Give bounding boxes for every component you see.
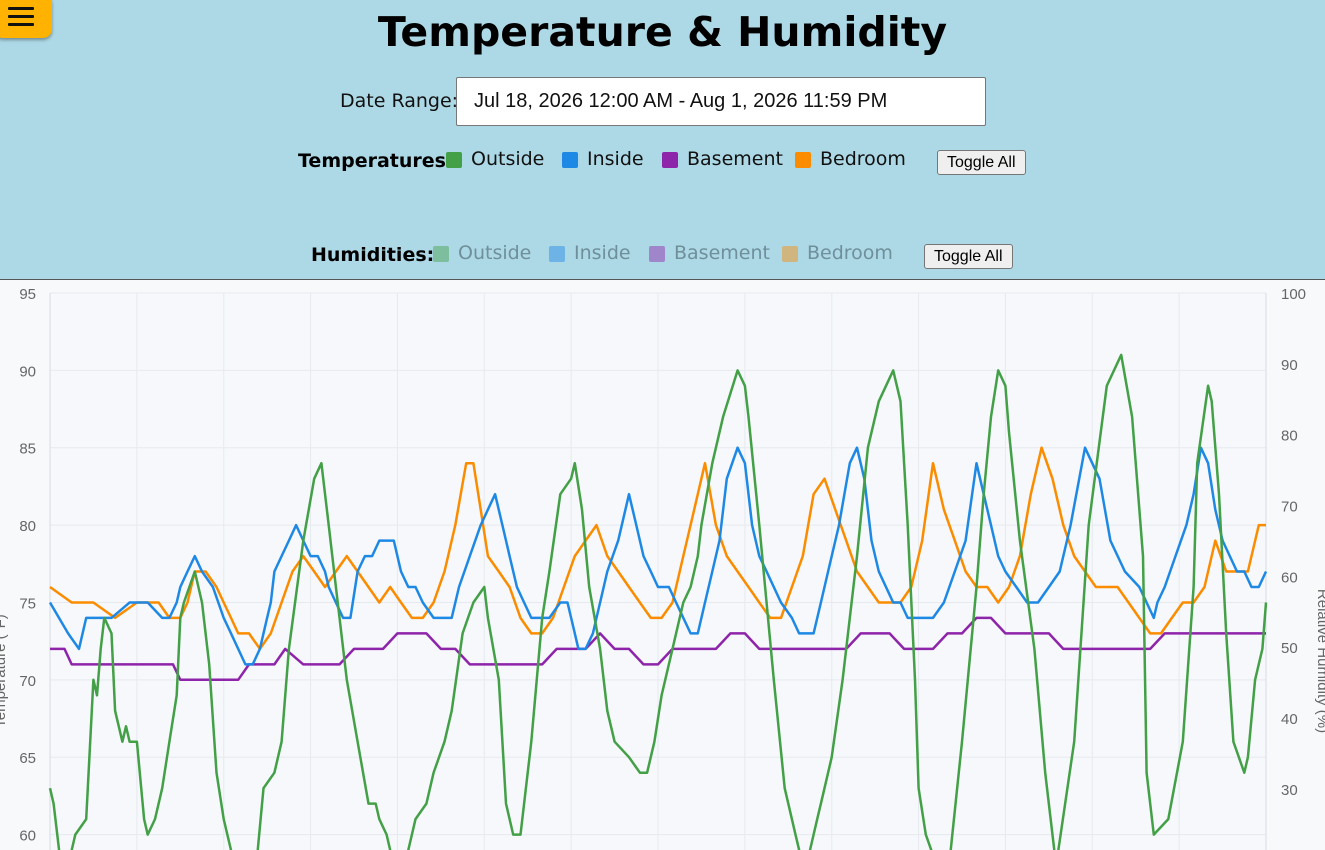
page-title: Temperature & Humidity <box>377 8 948 56</box>
menu-button[interactable] <box>0 0 52 38</box>
legend-label: Bedroom <box>807 242 893 264</box>
y-tick-label: 90 <box>19 363 36 380</box>
temperatures-label: Temperatures: <box>298 150 454 172</box>
humidities-label: Humidities: <box>311 244 435 266</box>
y-tick-label: 65 <box>19 750 36 767</box>
y2-tick-label: 40 <box>1281 711 1298 728</box>
legend-swatch <box>795 152 811 168</box>
date-range-input[interactable] <box>456 77 986 126</box>
y-tick-label: 70 <box>19 673 36 690</box>
date-range-label: Date Range: <box>340 90 459 112</box>
y2-tick-label: 100 <box>1281 286 1306 303</box>
legend-swatch <box>433 246 449 262</box>
y2-axis-title: Relative Humidity (%) <box>1314 589 1325 733</box>
y-tick-label: 85 <box>19 441 36 458</box>
series-line-basement <box>50 616 1266 682</box>
humidity-legend: Humidities: Outside Inside Basement Bedr… <box>0 242 1325 274</box>
y-axis-title: Temperature (°F) <box>0 614 9 728</box>
series-line-bedroom <box>49 446 1266 651</box>
temperature-humidity-chart[interactable]: 60657075808590952030405060708090100Tempe… <box>0 281 1325 850</box>
legend-swatch <box>549 246 565 262</box>
humidities-toggle-all-button[interactable]: Toggle All <box>924 244 1013 269</box>
menu-icon-bar <box>8 15 34 18</box>
legend-label: Basement <box>674 242 770 264</box>
menu-icon <box>8 7 34 10</box>
y2-tick-label: 90 <box>1281 357 1298 374</box>
legend-label: Outside <box>458 242 532 264</box>
y2-tick-label: 50 <box>1281 640 1298 657</box>
temperatures-toggle-all-button[interactable]: Toggle All <box>937 150 1026 175</box>
series-line-inside <box>48 446 1268 666</box>
menu-icon-bar <box>8 23 34 26</box>
legend-label: Outside <box>471 148 545 170</box>
y-tick-label: 80 <box>19 518 36 535</box>
legend-swatch <box>782 246 798 262</box>
y2-tick-label: 60 <box>1281 569 1298 586</box>
y2-tick-label: 70 <box>1281 499 1298 516</box>
legend-label: Inside <box>574 242 631 264</box>
temperature-legend: Temperatures: Outside Inside Basement Be… <box>0 148 1325 180</box>
legend-swatch <box>446 152 462 168</box>
header-panel: Temperature & Humidity Date Range: Tempe… <box>0 0 1325 280</box>
legend-label: Bedroom <box>820 148 906 170</box>
y-tick-label: 75 <box>19 595 36 612</box>
y-tick-label: 95 <box>19 286 36 303</box>
legend-swatch <box>649 246 665 262</box>
legend-label: Basement <box>687 148 783 170</box>
legend-swatch <box>662 152 678 168</box>
legend-swatch <box>562 152 578 168</box>
y2-tick-label: 30 <box>1281 782 1298 799</box>
legend-label: Inside <box>587 148 644 170</box>
y-tick-label: 60 <box>19 828 36 845</box>
y2-tick-label: 80 <box>1281 428 1298 445</box>
series-line-outside <box>48 353 1268 850</box>
